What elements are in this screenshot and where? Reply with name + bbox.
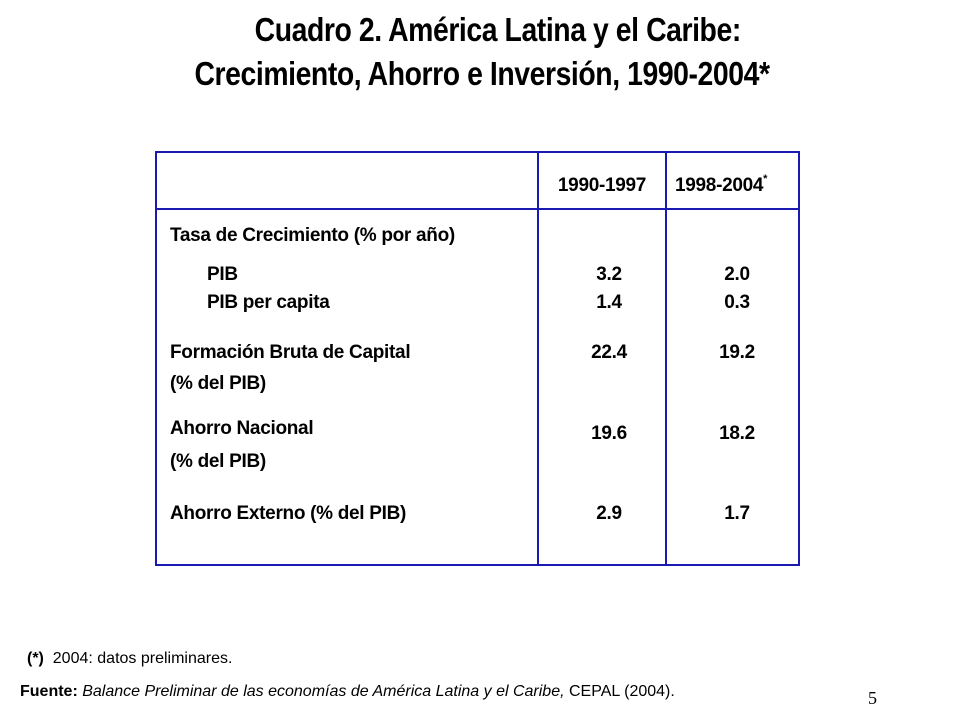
footnote: (*) 2004: datos preliminares. bbox=[27, 650, 232, 668]
row-label-ahorro-nacional: Ahorro Nacional bbox=[170, 418, 314, 439]
value-pib-1990-1997: 3.2 bbox=[596, 264, 622, 285]
title-line-1: Cuadro 2. América Latina y el Caribe: bbox=[254, 11, 742, 48]
column-header-1998-2004: 1998-2004* bbox=[675, 173, 768, 196]
value-pibpc-1998-2004: 0.3 bbox=[724, 292, 750, 313]
source-note: Fuente: Balance Preliminar de las econom… bbox=[20, 683, 675, 701]
page-number: 5 bbox=[868, 688, 877, 708]
row-label-fbk: Formación Bruta de Capital bbox=[170, 342, 411, 363]
value-fbk-1998-2004: 19.2 bbox=[719, 342, 755, 363]
value-ae-1990-1997: 2.9 bbox=[596, 503, 622, 524]
column-header-1990-1997: 1990-1997 bbox=[557, 175, 647, 196]
source-publication: Balance Preliminar de las economías de A… bbox=[82, 683, 565, 700]
value-pib-1998-2004: 2.0 bbox=[724, 264, 750, 285]
footnote-marker: (*) bbox=[27, 650, 44, 667]
source-label: Fuente: bbox=[20, 683, 78, 700]
title-line-2: Crecimiento, Ahorro e Inversión, 1990-20… bbox=[194, 55, 770, 92]
column-divider-2 bbox=[665, 153, 667, 564]
row-label-growth: Tasa de Crecimiento (% por año) bbox=[170, 225, 455, 246]
value-an-1990-1997: 19.6 bbox=[591, 423, 627, 444]
row-label-fbk-unit: (% del PIB) bbox=[170, 373, 266, 394]
page-title: Cuadro 2. América Latina y el Caribe: Cr… bbox=[67, 8, 893, 96]
footnote-text: 2004: datos preliminares. bbox=[52, 650, 233, 667]
data-table: 1990-1997 1998-2004* Tasa de Crecimiento… bbox=[155, 151, 800, 566]
header-divider bbox=[157, 208, 798, 210]
source-publisher: CEPAL (2004). bbox=[569, 683, 675, 700]
column-divider-1 bbox=[537, 153, 539, 564]
value-pibpc-1990-1997: 1.4 bbox=[596, 292, 622, 313]
row-label-pib: PIB bbox=[207, 264, 238, 285]
value-fbk-1990-1997: 22.4 bbox=[591, 342, 627, 363]
row-label-pib-per-capita: PIB per capita bbox=[207, 292, 330, 313]
preliminary-marker: * bbox=[763, 173, 768, 185]
value-ae-1998-2004: 1.7 bbox=[724, 503, 750, 524]
value-an-1998-2004: 18.2 bbox=[719, 423, 755, 444]
row-label-ahorro-externo: Ahorro Externo (% del PIB) bbox=[170, 503, 407, 524]
row-label-ahorro-nacional-unit: (% del PIB) bbox=[170, 451, 266, 472]
